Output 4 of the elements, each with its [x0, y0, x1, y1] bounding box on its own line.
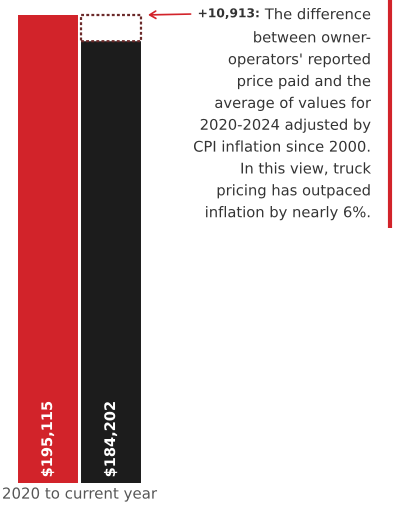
- data-label: $195,115: [40, 402, 54, 476]
- text: +10,913: The difference between owner- operators' reported price paid and the average of values for 2020-2024 adjusted by CPI inflation since 2000. In this view, truck pricing has outpaced inflation by nearly 6%.: [194, 8, 371, 220]
- data-label: $184,202: [104, 402, 118, 476]
- x-axis-title: 2020 to current year: [3, 487, 158, 502]
